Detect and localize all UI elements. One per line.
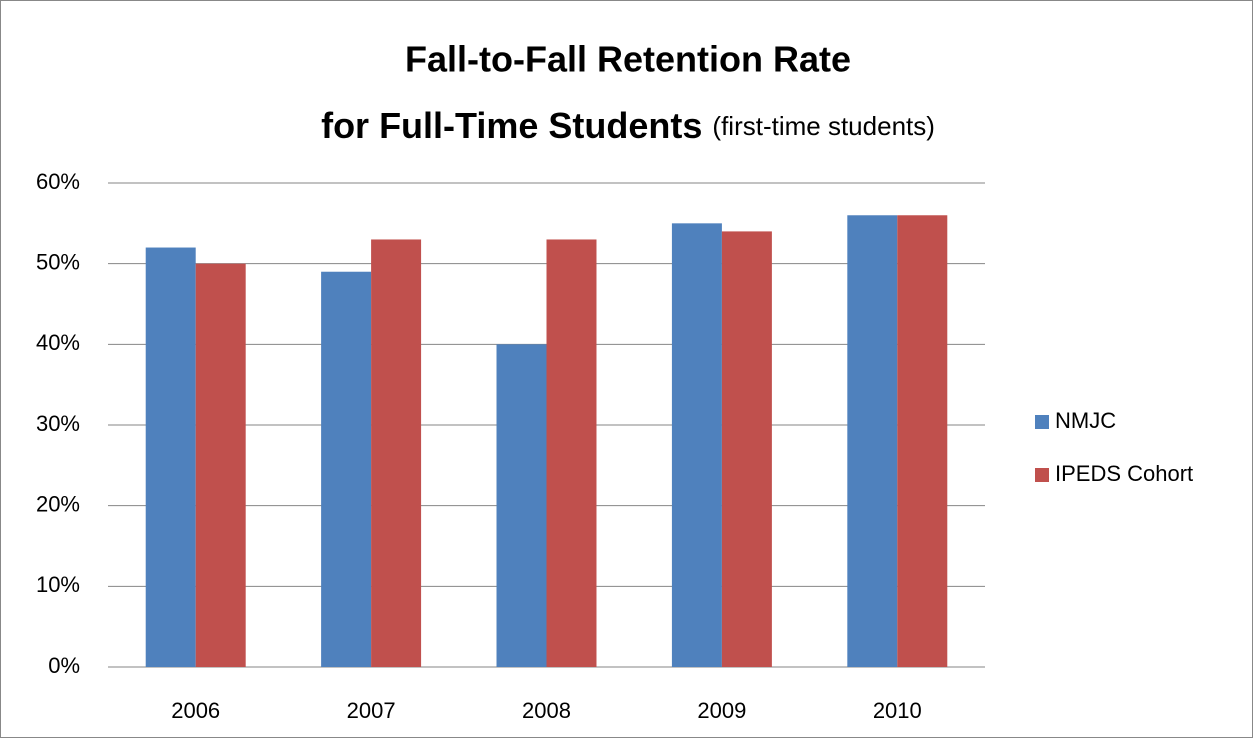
y-tick-label: 60% bbox=[36, 169, 80, 194]
y-tick-label: 10% bbox=[36, 572, 80, 597]
x-tick-label: 2007 bbox=[347, 698, 396, 723]
bar bbox=[321, 271, 372, 667]
bar bbox=[371, 239, 422, 667]
y-tick-label: 20% bbox=[36, 491, 80, 516]
x-tick-label: 2008 bbox=[522, 698, 571, 723]
bar bbox=[847, 215, 898, 667]
bar bbox=[721, 231, 772, 667]
legend-label: IPEDS Cohort bbox=[1055, 461, 1193, 486]
chart-title: Fall-to-Fall Retention Rate bbox=[405, 39, 851, 80]
chart-title-line: for Full-Time Students (first-time studen… bbox=[321, 105, 935, 146]
bar bbox=[195, 263, 246, 667]
y-tick-label: 0% bbox=[48, 653, 80, 678]
y-tick-label: 30% bbox=[36, 411, 80, 436]
y-tick-label: 40% bbox=[36, 330, 80, 355]
chart-subtitle: (first-time students) bbox=[712, 111, 935, 141]
legend-swatch bbox=[1035, 468, 1049, 482]
bar bbox=[496, 344, 547, 667]
y-tick-label: 50% bbox=[36, 249, 80, 274]
bar bbox=[897, 215, 948, 667]
legend-swatch bbox=[1035, 415, 1049, 429]
legend-label: NMJC bbox=[1055, 408, 1116, 433]
bar bbox=[671, 223, 722, 668]
x-tick-label: 2006 bbox=[171, 698, 220, 723]
chart-title: for Full-Time Students bbox=[321, 105, 702, 146]
bar bbox=[145, 247, 196, 668]
x-tick-label: 2010 bbox=[873, 698, 922, 723]
x-tick-label: 2009 bbox=[697, 698, 746, 723]
bar bbox=[546, 239, 597, 667]
